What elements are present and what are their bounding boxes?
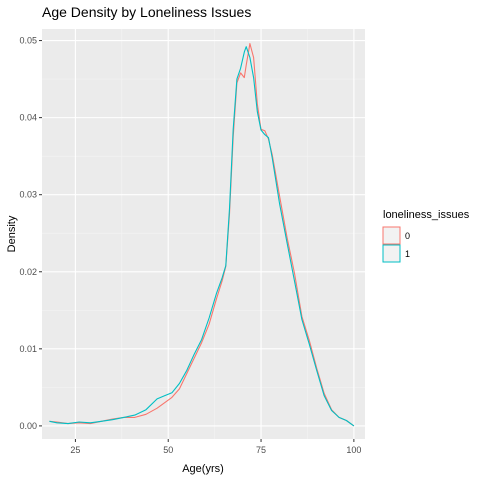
legend-items: 01 [382,226,410,263]
chart-title: Age Density by Loneliness Issues [42,4,251,20]
legend-key-0 [382,226,401,245]
y-axis-title: Density [6,215,18,252]
minor-gridlines [42,29,365,439]
series-lines [49,43,355,427]
series-line-1 [49,46,355,427]
x-axis-title: Age(yrs) [182,463,224,475]
x-tick-label: 25 [70,445,80,455]
y-tick-label: 0.02 [19,267,37,277]
x-tick-label: 75 [256,445,266,455]
y-tick-label: 0.05 [19,36,37,46]
x-tick-label: 50 [163,445,173,455]
plot-panel [42,29,365,439]
x-axis-ticks: 25 50 75 100 [70,439,361,455]
legend-title: loneliness_issues [383,209,470,221]
legend-label-1: 1 [405,249,410,259]
y-tick-label: 0.00 [19,421,37,431]
y-axis-ticks: 0.00 0.01 0.02 0.03 0.04 0.05 [19,36,42,431]
legend: loneliness_issues 01 [382,209,470,263]
legend-label-0: 0 [405,231,410,241]
y-tick-label: 0.01 [19,344,37,354]
y-tick-label: 0.03 [19,190,37,200]
legend-key-1 [382,244,401,263]
y-tick-label: 0.04 [19,113,37,123]
x-tick-label: 100 [346,445,361,455]
